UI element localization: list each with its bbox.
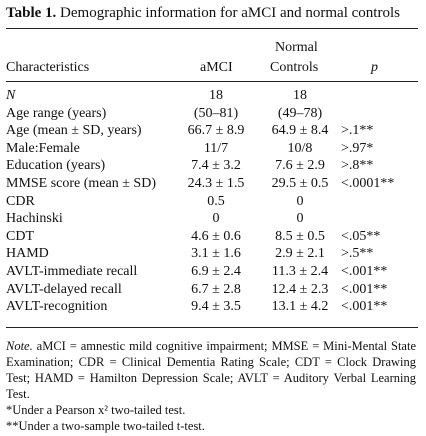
row-label: Male:Female xyxy=(6,140,80,156)
row-p-value: <.05** xyxy=(341,228,381,244)
row-normal-value: 2.9 ± 2.1 xyxy=(275,246,325,262)
row-p-value: <.001** xyxy=(341,281,388,297)
row-amci-value: 6.9 ± 2.4 xyxy=(191,264,241,279)
row-p-value: >.1** xyxy=(341,123,374,139)
row-normal-value: 13.1 ± 4.2 xyxy=(271,299,329,315)
row-label: CDR xyxy=(6,193,35,209)
row-label: AVLT-immediate recall xyxy=(6,264,138,279)
row-normal-value: 64.9 ± 8.4 xyxy=(271,123,329,139)
row-amci-value: 11/7 xyxy=(203,140,229,156)
row-label: AVLT-recognition xyxy=(6,299,108,315)
row-amci-value: (50–81) xyxy=(193,105,239,121)
row-normal-value: 0 xyxy=(296,193,304,209)
header-normal-line2: Controls xyxy=(270,60,319,75)
row-amci-value: 0.5 xyxy=(207,193,225,209)
row-normal-value: 7.6 ± 2.9 xyxy=(275,158,325,174)
note-label: Note. xyxy=(6,339,33,353)
row-label: Education (years) xyxy=(6,158,106,174)
header-normal-line1: Normal xyxy=(275,40,318,55)
table-title-text: Demographic information for aMCI and nor… xyxy=(60,5,400,21)
row-normal-value: 8.5 ± 0.5 xyxy=(275,228,325,244)
row-p-value: >.8** xyxy=(341,158,374,174)
header-amci: aMCI xyxy=(200,60,233,75)
bottom-rule xyxy=(6,327,418,328)
table-title-label: Table 1. xyxy=(6,5,57,21)
table-title: Table 1. Demographic information for aMC… xyxy=(6,5,400,22)
row-amci-value: 3.1 ± 1.6 xyxy=(191,246,241,262)
row-amci-value: 0 xyxy=(212,211,220,227)
row-label: Age (mean ± SD, years) xyxy=(6,123,142,139)
row-p-value: >.97* xyxy=(341,140,374,156)
row-normal-value: 10/8 xyxy=(287,140,313,156)
row-amci-value: 7.4 ± 3.2 xyxy=(191,158,241,174)
row-label: HAMD xyxy=(6,246,49,262)
row-label: Age range (years) xyxy=(6,105,107,121)
footnote-ttest: **Under a two-sample two-tailed t-test. xyxy=(6,419,205,433)
row-p-value: <.001** xyxy=(341,299,388,315)
row-normal-value: 12.4 ± 2.3 xyxy=(271,281,329,297)
row-label: CDT xyxy=(6,228,34,244)
row-label: MMSE score (mean ± SD) xyxy=(6,176,156,191)
row-normal-value: 0 xyxy=(296,211,304,227)
row-normal-value: (49–78) xyxy=(277,105,323,121)
header-characteristics: Characteristics xyxy=(6,60,90,75)
row-amci-value: 6.7 ± 2.8 xyxy=(191,281,241,297)
header-rule xyxy=(6,81,418,82)
row-normal-value: 18 xyxy=(293,88,307,103)
row-p-value: >.5** xyxy=(341,246,374,262)
note-text: aMCI = amnestic mild cognitive impairmen… xyxy=(6,339,416,401)
table-notes: Note. aMCI = amnestic mild cognitive imp… xyxy=(6,338,416,434)
top-rule xyxy=(6,28,418,29)
row-amci-value: 66.7 ± 8.9 xyxy=(187,123,245,139)
row-normal-value: 11.3 ± 2.4 xyxy=(271,264,329,279)
header-p: p xyxy=(371,60,378,75)
row-amci-value: 24.3 ± 1.5 xyxy=(187,176,245,191)
row-label: AVLT-delayed recall xyxy=(6,281,122,297)
row-p-value: <.0001** xyxy=(341,176,395,191)
row-p-value: <.001** xyxy=(341,264,388,279)
row-amci-value: 9.4 ± 3.5 xyxy=(191,299,241,315)
row-label: N xyxy=(6,88,16,103)
row-normal-value: 29.5 ± 0.5 xyxy=(271,176,329,191)
row-label: Hachinski xyxy=(6,211,63,227)
row-amci-value: 4.6 ± 0.6 xyxy=(191,228,241,244)
row-amci-value: 18 xyxy=(209,88,223,103)
note-paragraph: Note. aMCI = amnestic mild cognitive imp… xyxy=(6,338,416,402)
footnote-pearson: *Under a Pearson x² two-tailed test. xyxy=(6,403,186,417)
